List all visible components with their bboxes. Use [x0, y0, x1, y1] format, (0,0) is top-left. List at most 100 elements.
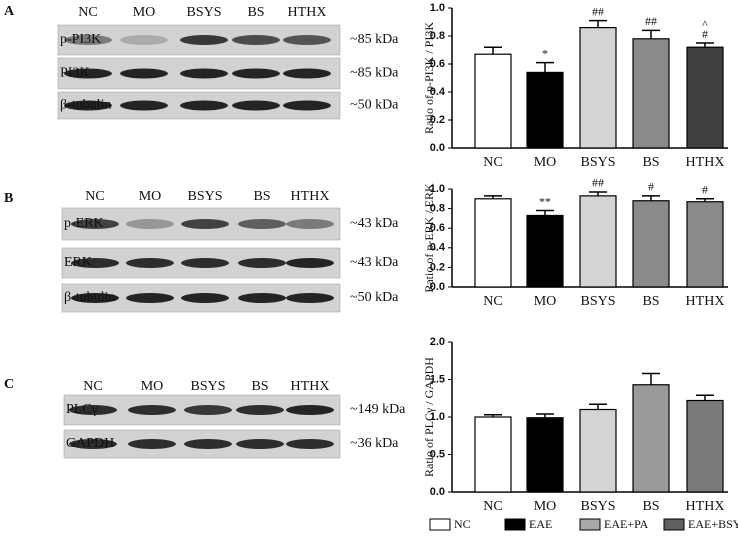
lane-label: HTHX	[291, 189, 330, 204]
bar	[632, 38, 670, 149]
size-label: ~50 kDa	[350, 290, 399, 305]
bar	[632, 384, 670, 493]
row-label: PLCγ	[66, 402, 98, 417]
lane-label: NC	[78, 5, 97, 20]
blot-band	[180, 35, 228, 45]
blot-band	[69, 405, 117, 415]
blot-band	[283, 68, 331, 79]
lane-label: BS	[251, 379, 268, 394]
row-label: β-tubulin	[60, 98, 111, 113]
bar	[632, 200, 670, 288]
y-axis-label: Ratio of p-ERK / ERK	[422, 183, 436, 293]
x-tick-label: MO	[534, 294, 557, 309]
bar	[686, 399, 724, 493]
x-tick-label: BS	[642, 499, 659, 514]
y-tick-label: 0.0	[430, 281, 445, 293]
significance-mark: *	[542, 46, 548, 60]
lane-label: BSYS	[187, 189, 222, 204]
blot-band	[71, 219, 119, 229]
blot-band	[286, 405, 334, 415]
x-tick-label: NC	[483, 499, 502, 514]
blot-band	[180, 68, 228, 79]
row-label: p-PI3K	[60, 32, 101, 47]
legend-label: NC	[454, 517, 471, 531]
y-tick-label: 0.4	[430, 86, 446, 98]
bar	[474, 53, 512, 149]
y-tick-label: 0.4	[430, 242, 446, 254]
blot-band	[238, 258, 286, 268]
blot-band	[286, 293, 334, 303]
x-tick-label: MO	[534, 155, 557, 170]
y-tick-label: 0.6	[430, 58, 445, 70]
significance-mark: ^	[702, 17, 708, 31]
y-tick-label: 1.0	[430, 411, 445, 423]
blot-band	[184, 405, 232, 415]
lane-label: MO	[133, 5, 156, 20]
row-label: ERK	[64, 255, 92, 270]
y-axis-label: Ratio of p-PI3K / PI3K	[422, 22, 436, 134]
panel-letter: B	[4, 191, 13, 206]
y-axis-label: Ratio of PLCγ / GAPDH	[422, 357, 436, 477]
size-label: ~43 kDa	[350, 255, 399, 270]
x-tick-label: BS	[642, 155, 659, 170]
legend-swatch	[663, 518, 685, 531]
lane-label: MO	[139, 189, 162, 204]
panel-letter: A	[4, 4, 15, 19]
x-tick-label: MO	[534, 499, 557, 514]
blot-band	[69, 439, 117, 449]
y-tick-label: 0.8	[430, 203, 445, 215]
blot-band	[64, 100, 112, 111]
bar	[526, 71, 564, 149]
y-tick-label: 0.2	[430, 114, 445, 126]
y-tick-label: 1.0	[430, 183, 445, 195]
blot-band	[126, 258, 174, 268]
lane-label: HTHX	[291, 379, 330, 394]
blot-band	[232, 100, 280, 111]
legend-swatch	[429, 518, 451, 531]
x-tick-label: NC	[483, 155, 502, 170]
size-label: ~50 kDa	[350, 98, 399, 113]
bar	[526, 214, 564, 288]
lane-label: BSYS	[190, 379, 225, 394]
x-tick-label: NC	[483, 294, 502, 309]
blot-band	[120, 35, 168, 45]
panel-letter: C	[4, 377, 14, 392]
blot-band	[120, 68, 168, 79]
blot-band	[128, 439, 176, 449]
blot-band	[236, 439, 284, 449]
y-tick-label: 0.6	[430, 222, 445, 234]
row-label: p-ERK	[64, 216, 104, 231]
y-tick-label: 0.5	[430, 448, 445, 460]
x-tick-label: BSYS	[580, 294, 615, 309]
bar	[579, 27, 617, 149]
lane-label: BS	[253, 189, 270, 204]
y-tick-label: 1.0	[430, 2, 445, 14]
x-tick-label: BSYS	[580, 499, 615, 514]
blot-band	[64, 35, 112, 45]
y-tick-label: 0.0	[430, 486, 445, 498]
x-tick-label: BS	[642, 294, 659, 309]
blot-band	[181, 293, 229, 303]
bar	[686, 201, 724, 288]
y-tick-label: 0.0	[430, 142, 445, 154]
blot-band	[283, 35, 331, 45]
blot-band	[128, 405, 176, 415]
row-label: GAPDH	[66, 436, 114, 451]
significance-mark: #	[702, 183, 708, 197]
row-label: PI3K	[60, 66, 90, 81]
significance-mark: ##	[592, 4, 604, 18]
blot-band	[286, 258, 334, 268]
bar	[526, 417, 564, 493]
bar	[474, 416, 512, 493]
blot-band	[64, 68, 112, 79]
blot-band	[126, 293, 174, 303]
bar	[579, 408, 617, 493]
lane-label: NC	[83, 379, 102, 394]
size-label: ~149 kDa	[350, 402, 406, 417]
blot-band	[236, 405, 284, 415]
bar	[686, 46, 724, 149]
x-tick-label: BSYS	[580, 155, 615, 170]
blot-band	[71, 258, 119, 268]
significance-mark: **	[539, 194, 551, 208]
